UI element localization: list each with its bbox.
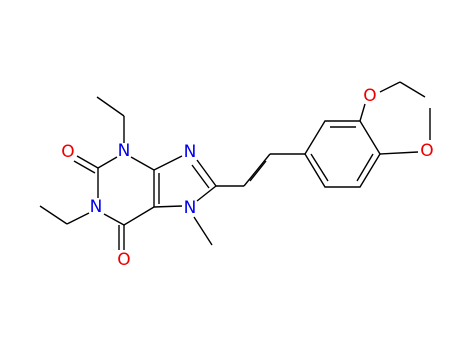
atom-label: O <box>61 142 74 162</box>
atom-label: N <box>184 142 197 162</box>
atom-labels: O N N O N N O O <box>61 86 433 270</box>
atom-label: N <box>118 141 131 161</box>
atom-label: O <box>420 141 433 161</box>
atom-label: N <box>184 198 197 218</box>
atom-label: N <box>90 197 103 217</box>
atom-label: O <box>117 250 130 270</box>
bonds <box>39 81 431 250</box>
atom-label: O <box>363 86 376 106</box>
